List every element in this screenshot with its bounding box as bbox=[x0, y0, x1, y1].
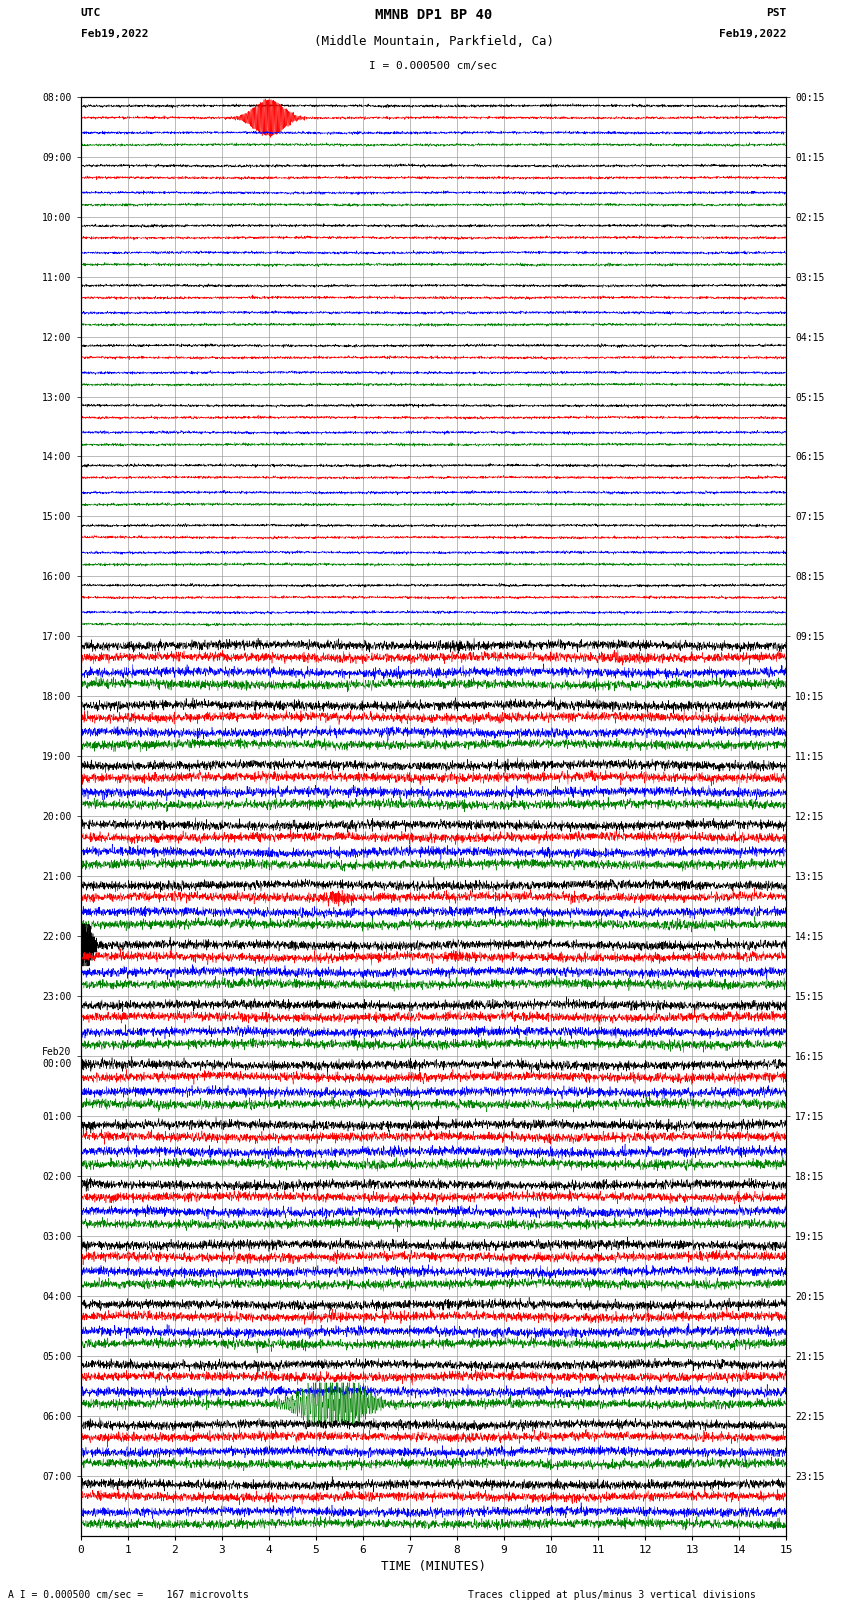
Text: Feb19,2022: Feb19,2022 bbox=[719, 29, 786, 39]
X-axis label: TIME (MINUTES): TIME (MINUTES) bbox=[381, 1560, 486, 1573]
Text: UTC: UTC bbox=[81, 8, 101, 18]
Text: PST: PST bbox=[766, 8, 786, 18]
Text: I = 0.000500 cm/sec: I = 0.000500 cm/sec bbox=[370, 61, 497, 71]
Text: (Middle Mountain, Parkfield, Ca): (Middle Mountain, Parkfield, Ca) bbox=[314, 35, 553, 48]
Text: Traces clipped at plus/minus 3 vertical divisions: Traces clipped at plus/minus 3 vertical … bbox=[468, 1590, 756, 1600]
Text: Feb19,2022: Feb19,2022 bbox=[81, 29, 148, 39]
Text: MMNB DP1 BP 40: MMNB DP1 BP 40 bbox=[375, 8, 492, 23]
Text: A I = 0.000500 cm/sec =    167 microvolts: A I = 0.000500 cm/sec = 167 microvolts bbox=[8, 1590, 249, 1600]
